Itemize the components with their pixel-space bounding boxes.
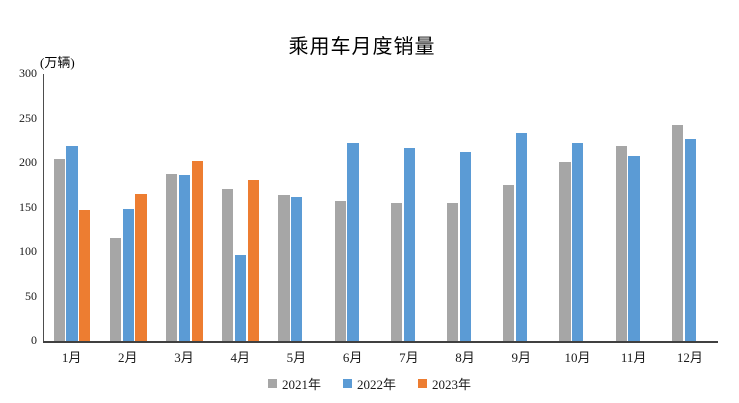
x-category-label: 3月 bbox=[174, 350, 194, 365]
x-category-label: 1月 bbox=[61, 350, 82, 365]
legend-label: 2021年 bbox=[281, 377, 321, 392]
bar-2022年-5月 bbox=[291, 196, 303, 341]
x-category-label: 12月 bbox=[676, 350, 703, 365]
bar-2022年-3月 bbox=[178, 175, 190, 341]
x-category-label: 6月 bbox=[342, 350, 363, 365]
legend-label: 2022年 bbox=[356, 377, 396, 392]
x-category-label: 9月 bbox=[511, 350, 532, 365]
bar-2022年-11月 bbox=[628, 155, 640, 341]
bar-2022年-6月 bbox=[347, 143, 359, 341]
y-tick-label: 200 bbox=[19, 155, 37, 169]
bar-2021年-9月 bbox=[503, 185, 515, 341]
bar-2021年-12月 bbox=[671, 125, 684, 341]
bar-2021年-8月 bbox=[446, 202, 459, 341]
legend-swatch-icon bbox=[267, 379, 277, 388]
y-tick-label: 150 bbox=[19, 199, 37, 214]
y-tick-label: 100 bbox=[19, 244, 37, 258]
legend-item-2021年: 2021年 bbox=[267, 374, 321, 393]
bar-2021年-10月 bbox=[559, 162, 571, 341]
bar-2023年-3月 bbox=[191, 161, 203, 341]
chart-title: 乘用车月度销量 bbox=[288, 36, 436, 58]
legend: 2021年 2022年 2023年 bbox=[0, 374, 739, 393]
bar-2022年-7月 bbox=[403, 147, 415, 341]
legend-swatch-icon bbox=[418, 379, 427, 388]
bar-2022年-10月 bbox=[572, 142, 584, 341]
y-tick-label: 50 bbox=[25, 288, 37, 303]
x-category-label: 10月 bbox=[564, 350, 591, 365]
bar-2023年-4月 bbox=[247, 179, 260, 341]
bar-2021年-1月 bbox=[53, 158, 65, 341]
x-category-label: 4月 bbox=[230, 350, 250, 365]
y-tick-label: 250 bbox=[19, 110, 37, 125]
x-category-label: 2月 bbox=[118, 350, 138, 365]
bar-2022年-1月 bbox=[66, 146, 78, 341]
x-axis-line bbox=[43, 341, 718, 343]
x-category-label: 8月 bbox=[455, 350, 475, 365]
bar-2021年-4月 bbox=[222, 189, 234, 341]
legend-item-2023年: 2023年 bbox=[418, 374, 471, 393]
bar-2021年-3月 bbox=[165, 174, 178, 341]
bar-2023年-1月 bbox=[79, 210, 91, 341]
bar-2023年-2月 bbox=[135, 193, 147, 341]
bar-2021年-7月 bbox=[390, 202, 403, 341]
bar-2021年-5月 bbox=[278, 194, 290, 341]
y-axis-line bbox=[43, 74, 44, 341]
bar-2022年-8月 bbox=[459, 151, 472, 341]
bar-2022年-12月 bbox=[684, 139, 696, 341]
bar-2022年-9月 bbox=[515, 133, 528, 341]
legend-label: 2023年 bbox=[432, 377, 472, 392]
x-category-label: 11月 bbox=[620, 350, 647, 365]
bar-2021年-2月 bbox=[109, 238, 121, 341]
y-tick-label: 300 bbox=[19, 66, 37, 80]
bar-2021年-11月 bbox=[615, 145, 627, 341]
y-axis-unit-label: (万辆) bbox=[40, 55, 75, 70]
legend-item-2022年: 2022年 bbox=[342, 374, 396, 393]
legend-swatch-icon bbox=[342, 379, 352, 388]
y-tick-label: 0 bbox=[31, 333, 37, 347]
bar-2022年-4月 bbox=[234, 255, 247, 341]
bar-2021年-6月 bbox=[334, 201, 346, 341]
x-category-label: 7月 bbox=[399, 350, 419, 365]
x-category-label: 5月 bbox=[286, 350, 307, 365]
bar-2022年-2月 bbox=[122, 208, 134, 341]
